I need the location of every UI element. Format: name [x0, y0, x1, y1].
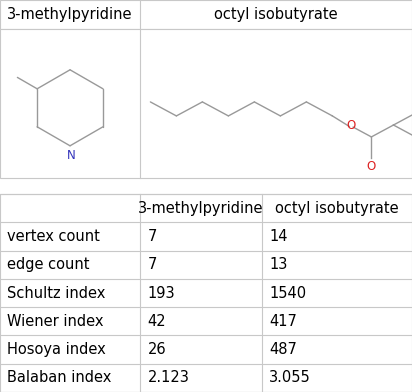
- Text: Schultz index: Schultz index: [7, 285, 106, 301]
- Text: 42: 42: [147, 314, 166, 329]
- Bar: [0, 194, 412, 392]
- Text: 193: 193: [147, 285, 175, 301]
- Text: octyl isobutyrate: octyl isobutyrate: [214, 7, 338, 22]
- Text: N: N: [67, 149, 76, 162]
- Text: vertex count: vertex count: [7, 229, 100, 244]
- Text: edge count: edge count: [7, 257, 90, 272]
- Text: O: O: [367, 160, 376, 173]
- Text: 7: 7: [147, 257, 157, 272]
- Text: 487: 487: [269, 342, 297, 357]
- Text: octyl isobutyrate: octyl isobutyrate: [275, 201, 399, 216]
- Text: 13: 13: [269, 257, 288, 272]
- Text: Wiener index: Wiener index: [7, 314, 104, 329]
- Text: 3-methylpyridine: 3-methylpyridine: [138, 201, 264, 216]
- Text: O: O: [346, 119, 355, 132]
- Text: 417: 417: [269, 314, 297, 329]
- Bar: [0, 29, 412, 178]
- Text: Hosoya index: Hosoya index: [7, 342, 106, 357]
- Text: 3.055: 3.055: [269, 370, 311, 385]
- Text: 1540: 1540: [269, 285, 306, 301]
- Text: 26: 26: [147, 342, 166, 357]
- Bar: [0, 0, 412, 29]
- Text: 2.123: 2.123: [147, 370, 190, 385]
- Text: 7: 7: [147, 229, 157, 244]
- Text: Balaban index: Balaban index: [7, 370, 112, 385]
- Text: 3-methylpyridine: 3-methylpyridine: [7, 7, 133, 22]
- Text: 14: 14: [269, 229, 288, 244]
